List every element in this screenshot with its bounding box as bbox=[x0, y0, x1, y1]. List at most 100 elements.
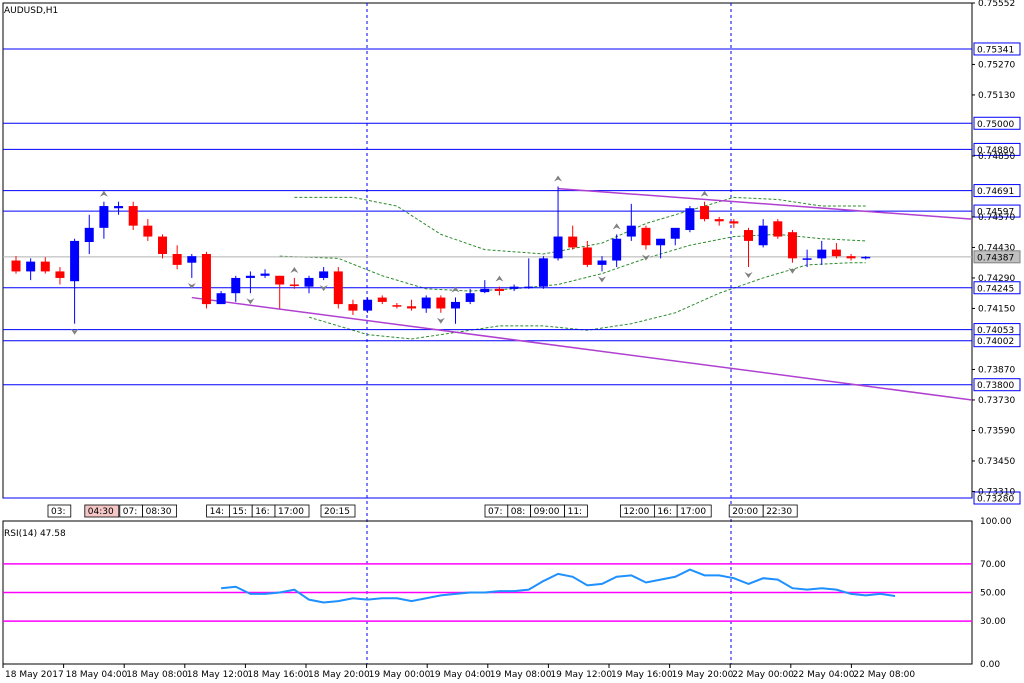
candle-body bbox=[802, 258, 812, 260]
candle-body bbox=[817, 249, 827, 259]
candle-body bbox=[407, 306, 417, 309]
candle-body bbox=[245, 275, 255, 278]
time-tick-label: 19 May 12:00 bbox=[550, 670, 612, 680]
level-price-label: 0.74597 bbox=[977, 208, 1014, 218]
candle-body bbox=[128, 206, 138, 226]
level-price-tag bbox=[973, 491, 1021, 505]
time-tag-label: 04:30 bbox=[88, 507, 114, 517]
level-price-tag bbox=[973, 281, 1021, 295]
candle-body bbox=[377, 297, 387, 302]
fractal-down-marker bbox=[246, 298, 255, 305]
rsi-line bbox=[221, 568, 896, 604]
time-tag-label: 20:00 bbox=[732, 507, 758, 517]
candle-body bbox=[84, 227, 94, 243]
candle-body bbox=[319, 271, 329, 278]
horizontal-levels bbox=[3, 48, 972, 499]
price-tick-label: 0.74290 bbox=[978, 274, 1015, 284]
candle-body bbox=[656, 238, 666, 246]
candle-body bbox=[597, 260, 607, 265]
fractal-up-marker bbox=[99, 190, 108, 197]
price-tick-label: 0.73870 bbox=[978, 365, 1015, 375]
candle-body bbox=[216, 293, 226, 305]
level-price-label: 0.74002 bbox=[977, 337, 1014, 347]
time-tag-label: 17:00 bbox=[278, 507, 304, 517]
chart-grid bbox=[2, 2, 973, 664]
price-tick-label: 0.74430 bbox=[978, 243, 1015, 253]
candle-body bbox=[831, 249, 841, 257]
price-tick-label: 0.73590 bbox=[978, 426, 1015, 436]
time-tag-label: 07: bbox=[488, 507, 502, 517]
candle-body bbox=[187, 256, 197, 263]
candle-body bbox=[201, 253, 211, 305]
candle-body bbox=[363, 299, 373, 311]
level-price-label: 0.75341 bbox=[977, 45, 1014, 55]
candle-body bbox=[289, 284, 299, 286]
time-tick-label: 19 May 20:00 bbox=[672, 670, 734, 680]
candle-body bbox=[40, 261, 50, 272]
time-tag-label: 03: bbox=[51, 507, 65, 517]
fractal-up-marker bbox=[290, 266, 299, 273]
fractal-up-marker bbox=[495, 275, 504, 282]
price-tick-label: 0.74570 bbox=[978, 213, 1015, 223]
fractal-down-marker bbox=[70, 328, 79, 335]
time-tag bbox=[84, 504, 120, 518]
candle-body bbox=[260, 273, 270, 276]
candle-body bbox=[11, 260, 21, 272]
candle-body bbox=[99, 206, 109, 228]
time-tag-label: 07: bbox=[123, 507, 137, 517]
candle-body bbox=[143, 225, 153, 237]
time-tick-label: 18 May 08:00 bbox=[126, 670, 188, 680]
level-price-label: 0.74691 bbox=[977, 187, 1014, 197]
price-tick-label: 0.73310 bbox=[978, 487, 1015, 497]
price-tick-label: 0.75552 bbox=[978, 0, 1015, 9]
rsi-tick-label: 0.00 bbox=[980, 660, 1000, 670]
time-tag-label: 15: bbox=[232, 507, 246, 517]
fractal-down-marker bbox=[641, 254, 650, 261]
candle-body bbox=[509, 286, 519, 289]
candle-body bbox=[55, 271, 65, 278]
time-tags: 03: 04:30 07: 08:30 14: 15: 16: 17:00 20:15 07: 08… bbox=[47, 504, 798, 518]
time-tag bbox=[142, 504, 178, 518]
upper-trend-line bbox=[557, 187, 973, 220]
level-price-label: 0.74880 bbox=[977, 146, 1014, 156]
candle-body bbox=[114, 206, 124, 209]
candle-body bbox=[465, 293, 475, 302]
fractal-down-marker bbox=[598, 276, 606, 283]
candle-body bbox=[231, 277, 241, 294]
level-price-tag bbox=[973, 142, 1021, 156]
time-tick-label: 18 May 16:00 bbox=[247, 670, 309, 680]
time-tag bbox=[564, 504, 588, 518]
price-axis: 0.75341 0.75000 0.74880 0.74691 0.74597 0.742… bbox=[972, 0, 1021, 505]
fractal-down-marker bbox=[744, 272, 753, 279]
fractal-up-marker bbox=[700, 190, 709, 197]
level-price-label: 0.74245 bbox=[977, 284, 1014, 294]
price-tick-label: 0.73730 bbox=[978, 396, 1015, 406]
rsi-label: RSI(14) 47.58 bbox=[4, 529, 66, 539]
candle-body bbox=[480, 288, 490, 293]
upper-channel-line bbox=[294, 196, 866, 255]
time-tick-label: 19 May 00:00 bbox=[369, 670, 431, 680]
level-price-label: 0.74053 bbox=[977, 326, 1014, 336]
candle-body bbox=[304, 277, 314, 287]
fractal-down-marker bbox=[187, 282, 196, 289]
level-price-label: 0.73280 bbox=[977, 495, 1014, 505]
rsi-pane: 100.00 70.00 50.00 30.00 0.00 bbox=[2, 517, 1012, 670]
time-tick-label: 19 May 04:00 bbox=[429, 670, 491, 680]
time-tick-label: 18 May 12:00 bbox=[187, 670, 249, 680]
candle-body bbox=[729, 221, 739, 224]
time-tick-label: 18 May 2017 bbox=[5, 670, 64, 680]
current-price-label: 0.74387 bbox=[977, 253, 1014, 263]
candle-body bbox=[787, 232, 797, 259]
price-tick-label: 0.75270 bbox=[978, 60, 1015, 70]
time-tick-label: 22 May 08:00 bbox=[853, 670, 915, 680]
fractal-down-marker bbox=[788, 267, 797, 274]
candle-body bbox=[436, 297, 446, 309]
time-tag bbox=[676, 504, 712, 518]
time-tag bbox=[762, 504, 798, 518]
time-tag-label: 16: bbox=[657, 507, 671, 517]
candle-body bbox=[582, 247, 592, 265]
rsi-tick-label: 100.00 bbox=[980, 517, 1012, 527]
candles bbox=[11, 186, 871, 324]
candle-body bbox=[172, 253, 182, 265]
